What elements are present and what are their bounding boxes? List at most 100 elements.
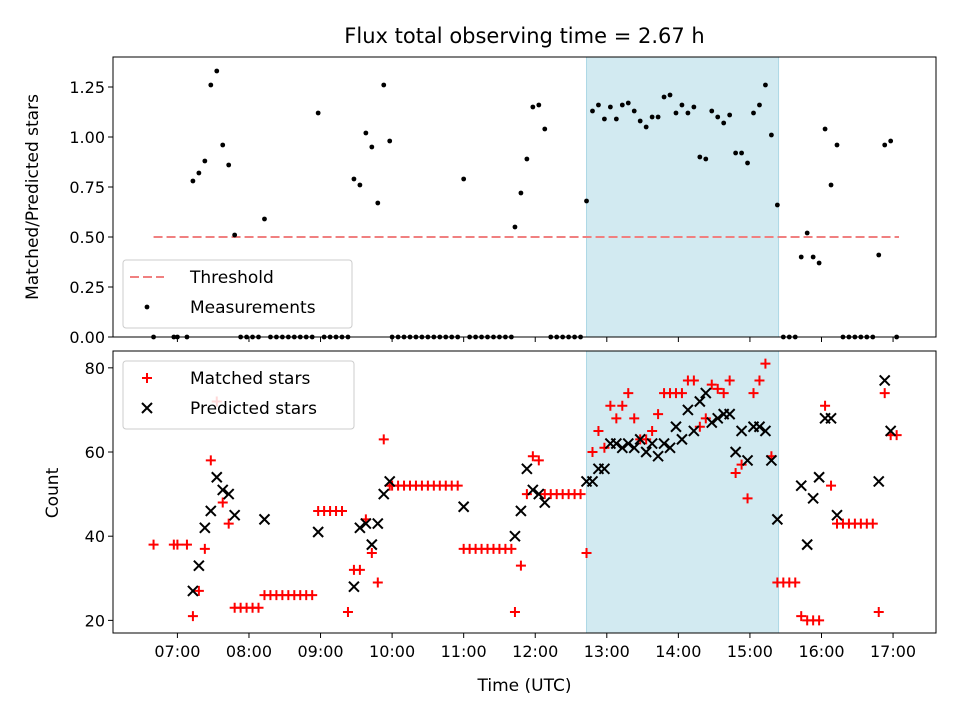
- matched-star-point: [730, 468, 741, 479]
- measurement-point: [536, 102, 542, 108]
- matched-star-point: [676, 388, 687, 399]
- matched-star-point: [688, 375, 699, 386]
- predicted-star-point: [533, 488, 545, 500]
- measurement-point: [804, 230, 810, 236]
- predicted-star-point: [457, 501, 470, 513]
- measurement-point: [584, 198, 589, 204]
- y-tick-label: 0.75: [69, 178, 105, 197]
- matched-star-point: [712, 383, 723, 394]
- legend-label: Threshold: [189, 268, 274, 288]
- measurement-point: [226, 162, 232, 168]
- predicted-star-point: [652, 450, 664, 462]
- measurement-point: [643, 124, 649, 130]
- legend-box: [122, 360, 355, 430]
- legend-measurement-swatch: [144, 304, 150, 310]
- measurement-point: [882, 142, 888, 148]
- predicted-star-point: [348, 580, 360, 593]
- x-tick-label: 11:00: [441, 642, 487, 661]
- matched-star-point: [506, 543, 517, 554]
- predicted-star-point: [228, 509, 241, 521]
- predicted-star-point: [879, 374, 891, 387]
- predicted-star-point: [634, 433, 646, 446]
- matched-star-point: [205, 455, 216, 466]
- predicted-star-point: [610, 437, 623, 450]
- predicted-star-point: [801, 538, 813, 551]
- predicted-star-point: [729, 446, 742, 458]
- measurement-point: [631, 108, 637, 114]
- matched-star-point: [354, 564, 365, 575]
- matched-star-point: [581, 548, 592, 559]
- matched-star-point: [223, 518, 234, 529]
- matched-star-point: [307, 590, 318, 601]
- legend-box: [122, 259, 353, 329]
- measurement-point: [715, 114, 721, 120]
- predicted-star-point: [712, 412, 724, 425]
- measurement-point: [649, 114, 655, 120]
- predicted-star-point: [765, 454, 778, 467]
- matched-star-point: [617, 400, 628, 411]
- predicted-star-point: [759, 425, 772, 437]
- predicted-star-point: [598, 463, 611, 475]
- legend-label: Measurements: [190, 298, 316, 318]
- matched-star-point: [748, 388, 759, 399]
- predicted-star-point: [700, 387, 712, 399]
- matched-star-point: [796, 611, 807, 622]
- measurement-point: [351, 176, 357, 182]
- y-tick-label: 0.00: [69, 328, 105, 347]
- matched-star-point: [342, 606, 353, 617]
- ratio-y-axis-label: Matched/Predicted stars: [23, 94, 43, 300]
- matched-star-point: [891, 430, 902, 441]
- predicted-star-point: [521, 463, 533, 475]
- measurement-point: [590, 108, 595, 114]
- plot-frame: [112, 350, 937, 634]
- measurement-point: [542, 126, 548, 132]
- measurement-point: [673, 110, 679, 116]
- y-tick-label: 40: [85, 527, 105, 546]
- predicted-star-point: [646, 437, 658, 450]
- predicted-star-point: [664, 442, 676, 454]
- measurement-point: [461, 176, 467, 182]
- matched-star-point: [337, 505, 348, 516]
- matched-star-point: [724, 375, 735, 386]
- predicted-star-point: [807, 492, 819, 505]
- matched-star-point: [814, 615, 825, 626]
- matched-star-point: [647, 425, 658, 436]
- matched-star-point: [623, 388, 634, 399]
- matched-star-point: [181, 539, 192, 550]
- measurement-point: [202, 158, 208, 164]
- measurement-point: [828, 182, 834, 188]
- matched-star-point: [217, 497, 228, 508]
- measurement-point: [602, 116, 607, 122]
- legend-predicted-swatch: [141, 402, 153, 414]
- predicted-star-point: [682, 404, 694, 416]
- predicted-star-point: [753, 421, 766, 433]
- y-tick-label: 1.00: [69, 128, 105, 147]
- measurement-point: [769, 132, 774, 138]
- measurement-point: [679, 102, 685, 108]
- x-axis-label: Time (UTC): [477, 676, 572, 696]
- matched-star-point: [820, 400, 831, 411]
- matched-star-point: [533, 455, 544, 466]
- measurement-point: [232, 232, 238, 238]
- x-tick-label: 12:00: [512, 642, 558, 661]
- chart-title: Flux total observing time = 2.67 h: [344, 24, 704, 48]
- measurement-point: [757, 102, 762, 108]
- measurement-point: [721, 120, 727, 126]
- predicted-star-point: [676, 433, 688, 446]
- predicted-star-point: [378, 488, 390, 500]
- measurement-point: [798, 254, 804, 260]
- matched-star-point: [372, 577, 383, 588]
- matched-star-point: [593, 425, 604, 436]
- matched-star-point: [754, 375, 765, 386]
- measurement-point: [518, 190, 524, 196]
- measurement-point: [375, 200, 381, 206]
- legend: Matched stars Predicted stars: [122, 360, 355, 430]
- predicted-star-point: [509, 530, 521, 542]
- measurement-point: [661, 94, 667, 100]
- predicted-star-point: [539, 496, 551, 509]
- measurement-point: [625, 100, 631, 106]
- matched-star-point: [653, 409, 664, 420]
- matched-star-point: [790, 577, 801, 588]
- measurement-point: [810, 254, 816, 260]
- measurement-point: [733, 150, 739, 156]
